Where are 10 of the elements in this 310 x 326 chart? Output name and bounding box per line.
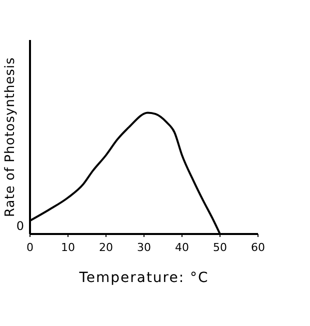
x-tick-label: 60 (251, 241, 265, 254)
x-tick-label: 0 (26, 241, 34, 254)
x-tick-label: 40 (175, 241, 189, 254)
y-axis-title: Rate of Photosynthesis (3, 57, 18, 217)
x-tick-label: 10 (61, 241, 75, 254)
x-axis-title: Temperature: °C (78, 270, 209, 286)
x-tick-label: 20 (99, 241, 113, 254)
text: 0 (16, 219, 24, 233)
x-tick-label: 50 (213, 241, 227, 254)
x-tick-label: 30 (137, 241, 151, 254)
